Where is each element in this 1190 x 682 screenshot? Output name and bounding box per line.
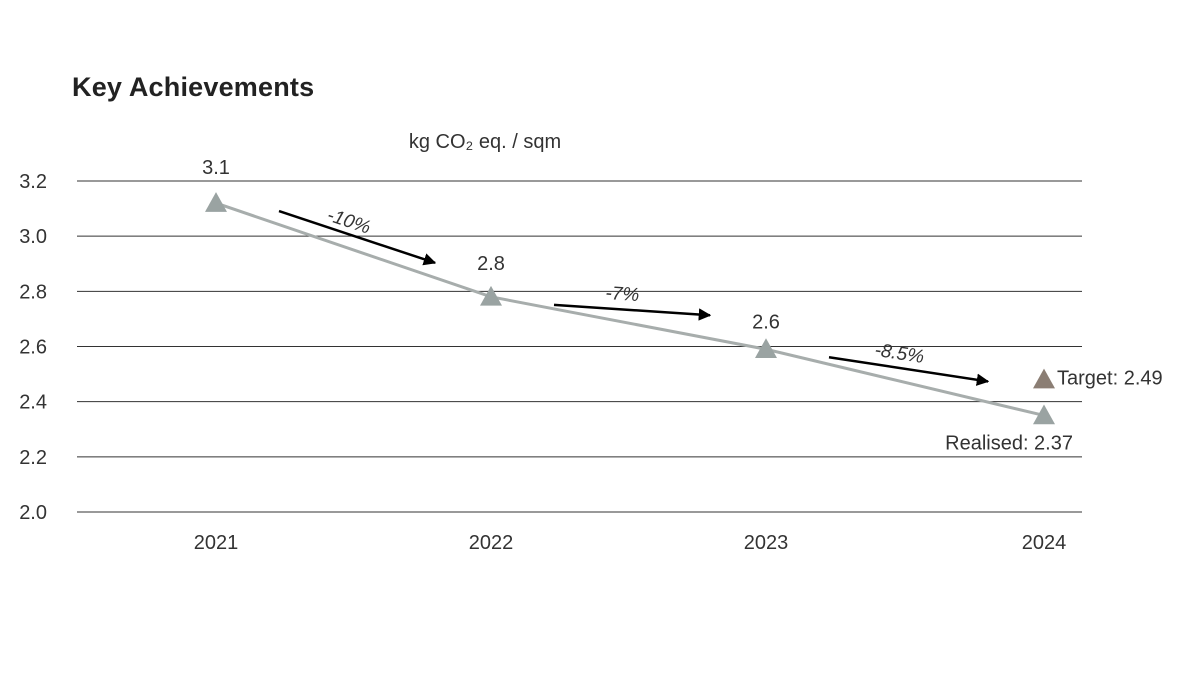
y-tick-label: 2.0 bbox=[19, 502, 47, 524]
realised-data-label: 2.8 bbox=[477, 253, 505, 275]
change-arrow bbox=[828, 356, 990, 386]
y-tick-label: 2.2 bbox=[19, 447, 47, 469]
realised-data-label: 3.1 bbox=[202, 157, 230, 179]
series-layer: 3.1 2.8 2.6 Realised: 2.37 Target: 2.49 bbox=[202, 157, 1163, 454]
change-percent-label: -8.5% bbox=[873, 340, 925, 368]
realised-point-marker bbox=[205, 192, 227, 212]
y-tick-label: 2.8 bbox=[19, 281, 47, 303]
change-arrow bbox=[553, 303, 712, 321]
y-tick-label: 2.6 bbox=[19, 337, 47, 359]
realised-point-marker bbox=[480, 285, 502, 306]
change-arrows: -10%-7%-8.5% bbox=[278, 205, 990, 386]
y-tick-label: 3.0 bbox=[19, 226, 47, 248]
gridlines bbox=[77, 180, 1082, 513]
y-tick-label: 2.4 bbox=[19, 392, 47, 414]
chart-title: Key Achievements bbox=[72, 72, 315, 102]
realised-point-marker bbox=[1033, 404, 1055, 425]
x-tick-label: 2024 bbox=[1022, 532, 1067, 554]
target-point-marker bbox=[1033, 368, 1055, 389]
y-tick-label: 3.2 bbox=[19, 171, 47, 193]
y-axis-ticks: 3.2 3.0 2.8 2.6 2.4 2.2 2.0 bbox=[19, 171, 47, 524]
target-data-label: Target: 2.49 bbox=[1057, 368, 1163, 390]
x-axis-ticks: 2021 2022 2023 2024 bbox=[194, 532, 1067, 554]
change-arrow bbox=[278, 209, 437, 266]
unit-label: kg CO₂ eq. / sqm bbox=[409, 131, 561, 153]
x-tick-label: 2021 bbox=[194, 532, 239, 554]
change-percent-label: -7% bbox=[605, 283, 640, 306]
realised-data-label: Realised: 2.37 bbox=[945, 432, 1073, 454]
realised-point-marker bbox=[755, 338, 777, 359]
x-tick-label: 2022 bbox=[469, 532, 514, 554]
realised-data-label: 2.6 bbox=[752, 311, 780, 333]
x-tick-label: 2023 bbox=[744, 532, 789, 554]
realised-series-line bbox=[215, 201, 1045, 417]
